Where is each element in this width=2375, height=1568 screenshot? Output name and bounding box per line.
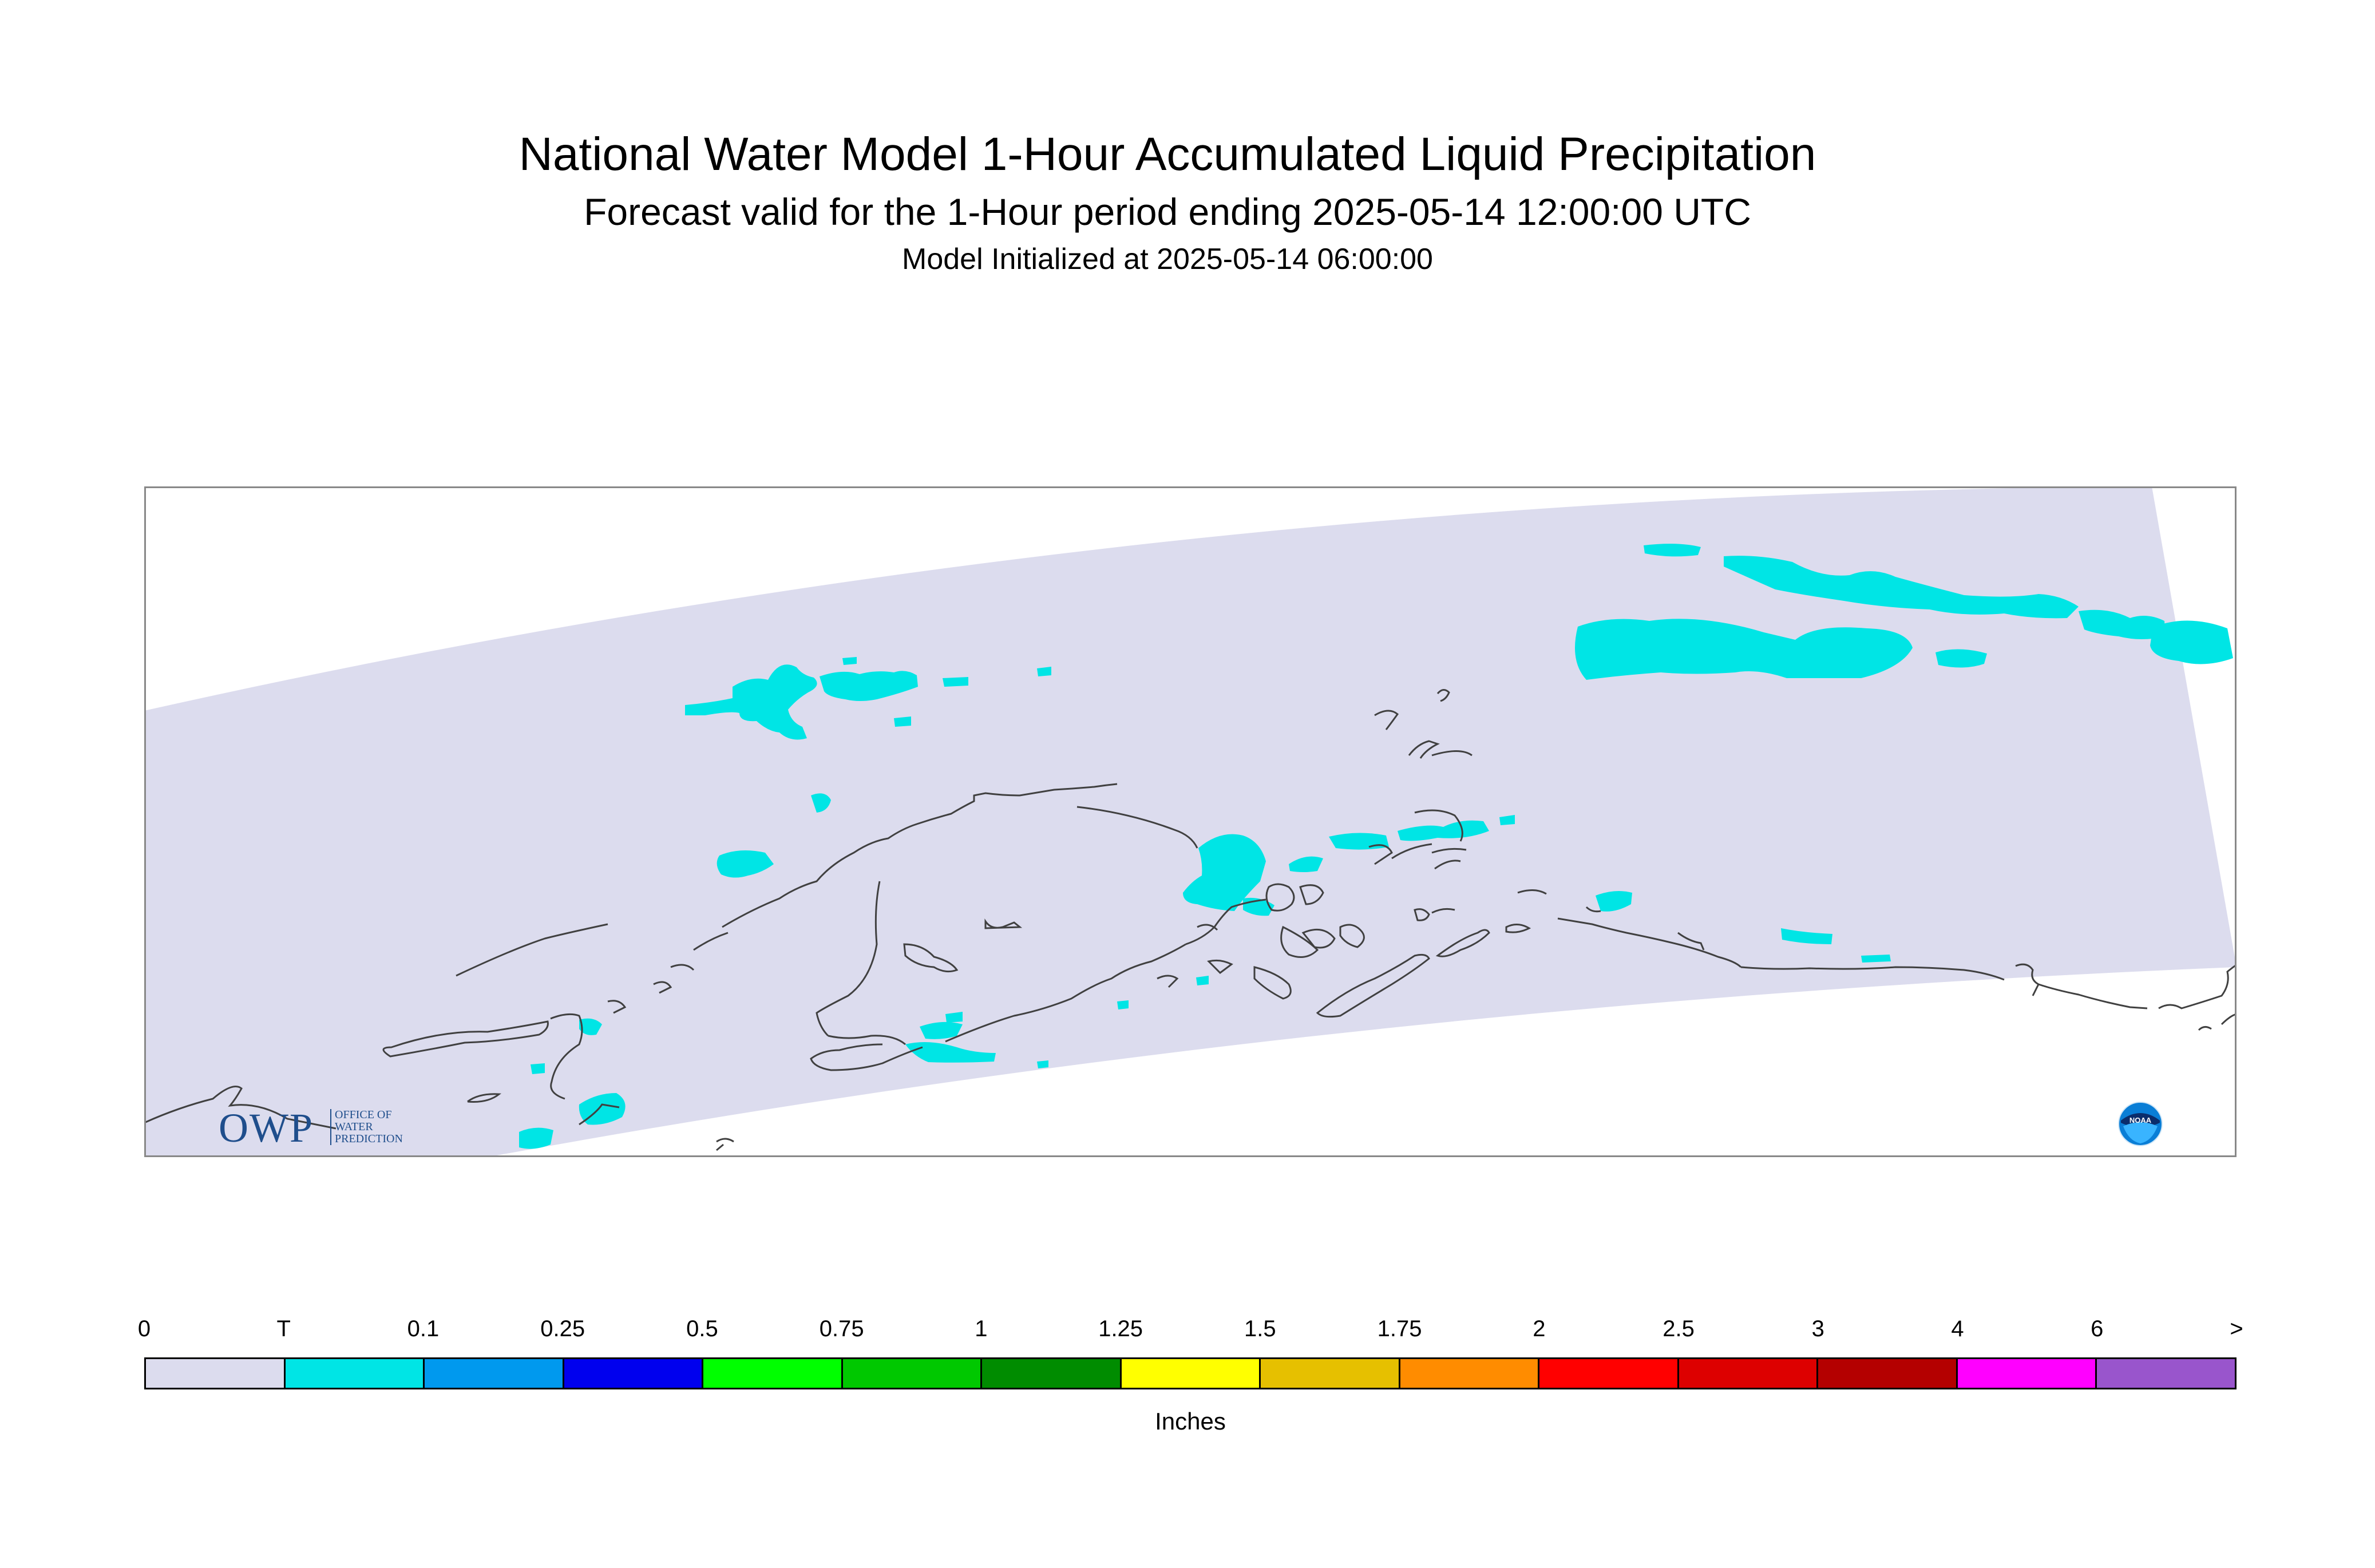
legend-tick-label: 2.5 — [1662, 1316, 1695, 1341]
legend-swatch — [1400, 1359, 1540, 1388]
coastlines — [144, 689, 2237, 1151]
legend-swatch — [982, 1359, 1122, 1388]
title-block: National Water Model 1-Hour Accumulated … — [0, 126, 2335, 278]
init-time: Model Initialized at 2025-05-14 06:00:00 — [902, 243, 1433, 276]
legend-swatch — [1679, 1359, 1819, 1388]
map-frame — [144, 486, 2237, 1157]
legend-tick-label: 6 — [2091, 1316, 2104, 1341]
owp-logo-line: PREDICTION — [335, 1133, 403, 1145]
legend-tick-label: 1.5 — [1244, 1316, 1276, 1341]
legend-tick-label: 0.5 — [686, 1316, 718, 1341]
legend-tick-label: 0.75 — [819, 1316, 864, 1341]
legend-tick-label: 4 — [1951, 1316, 1964, 1341]
legend-tick-label: 3 — [1811, 1316, 1824, 1341]
legend-swatch — [1261, 1359, 1400, 1388]
legend-swatch — [1818, 1359, 1958, 1388]
legend-swatch — [1121, 1359, 1261, 1388]
legend-ticks: 0 T 0.1 0.25 0.5 0.75 1 1.25 1.5 1.75 2 2.5 3 4 6 > — [138, 1316, 2243, 1351]
legend-tick-label: 0.25 — [540, 1316, 585, 1341]
precip-areas — [519, 544, 2233, 1149]
legend-swatch — [2097, 1359, 2235, 1388]
legend-swatch — [1539, 1359, 1679, 1388]
noaa-logo: NOAA — [2118, 1102, 2163, 1146]
legend-swatch — [146, 1359, 286, 1388]
map-title: National Water Model 1-Hour Accumulated … — [518, 128, 1816, 180]
legend-swatch — [564, 1359, 704, 1388]
legend-swatch — [425, 1359, 564, 1388]
color-legend: 0 T 0.1 0.25 0.5 0.75 1 1.25 1.5 1.75 2 2.5 3 4 6 > Inc… — [138, 1316, 2243, 1442]
legend-tick-label: 0.1 — [407, 1316, 440, 1341]
legend-units: Inches — [1155, 1408, 1226, 1435]
legend-tick-label: T — [276, 1316, 291, 1341]
owp-logo-line: WATER — [335, 1120, 373, 1133]
map-subtitle: Forecast valid for the 1-Hour period end… — [584, 191, 1751, 233]
precip-map — [144, 486, 2237, 1157]
owp-logo-text: OFFICE OF WATER PREDICTION — [330, 1109, 449, 1145]
legend-tick-label: > — [2230, 1316, 2243, 1341]
map-panel: OWP OFFICE OF WATER PREDICTION NOAA — [144, 486, 2237, 1157]
legend-tick-label: 1.25 — [1098, 1316, 1143, 1341]
legend-swatch — [1957, 1359, 2097, 1388]
legend-swatch — [703, 1359, 843, 1388]
legend-colorbar — [144, 1357, 2237, 1389]
owp-logo: OWP OFFICE OF WATER PREDICTION — [219, 1104, 403, 1152]
owp-mark: OWP — [219, 1105, 314, 1151]
legend-tick-label: 1 — [975, 1316, 988, 1341]
legend-tick-label: 2 — [1533, 1316, 1546, 1341]
legend-swatch — [842, 1359, 983, 1388]
legend-swatch — [285, 1359, 425, 1388]
legend-tick-label: 1.75 — [1377, 1316, 1422, 1341]
owp-logo-line: OFFICE OF — [335, 1108, 392, 1121]
legend-tick-label: 0 — [137, 1316, 151, 1341]
noaa-text: NOAA — [2129, 1116, 2152, 1124]
